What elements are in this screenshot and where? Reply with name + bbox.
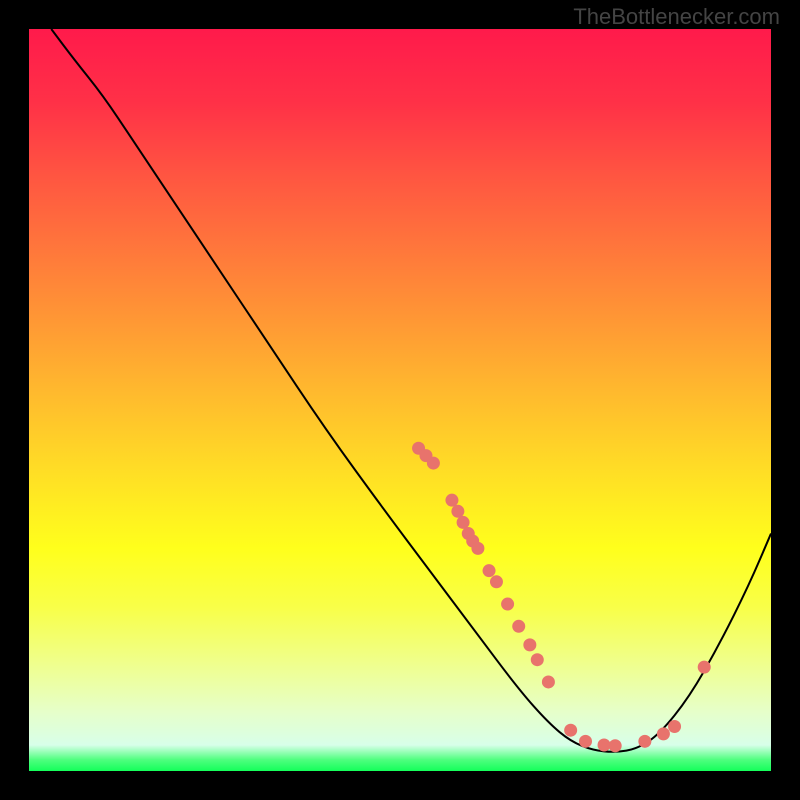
data-marker (501, 598, 514, 611)
watermark-text: TheBottlenecker.com (573, 4, 780, 30)
data-marker (668, 720, 681, 733)
data-marker (531, 653, 544, 666)
data-markers (412, 442, 711, 753)
data-marker (457, 516, 470, 529)
data-marker (490, 575, 503, 588)
data-marker (657, 727, 670, 740)
data-marker (451, 505, 464, 518)
data-marker (542, 675, 555, 688)
data-marker (564, 724, 577, 737)
data-marker (638, 735, 651, 748)
data-marker (512, 620, 525, 633)
data-marker (445, 494, 458, 507)
data-marker (471, 542, 484, 555)
chart-overlay (29, 29, 771, 771)
chart-plot-area (29, 29, 771, 771)
data-marker (698, 661, 711, 674)
data-marker (523, 638, 536, 651)
data-marker (427, 457, 440, 470)
data-marker (609, 739, 622, 752)
data-marker (483, 564, 496, 577)
data-marker (579, 735, 592, 748)
data-marker (598, 739, 611, 752)
bottleneck-curve (51, 29, 771, 752)
